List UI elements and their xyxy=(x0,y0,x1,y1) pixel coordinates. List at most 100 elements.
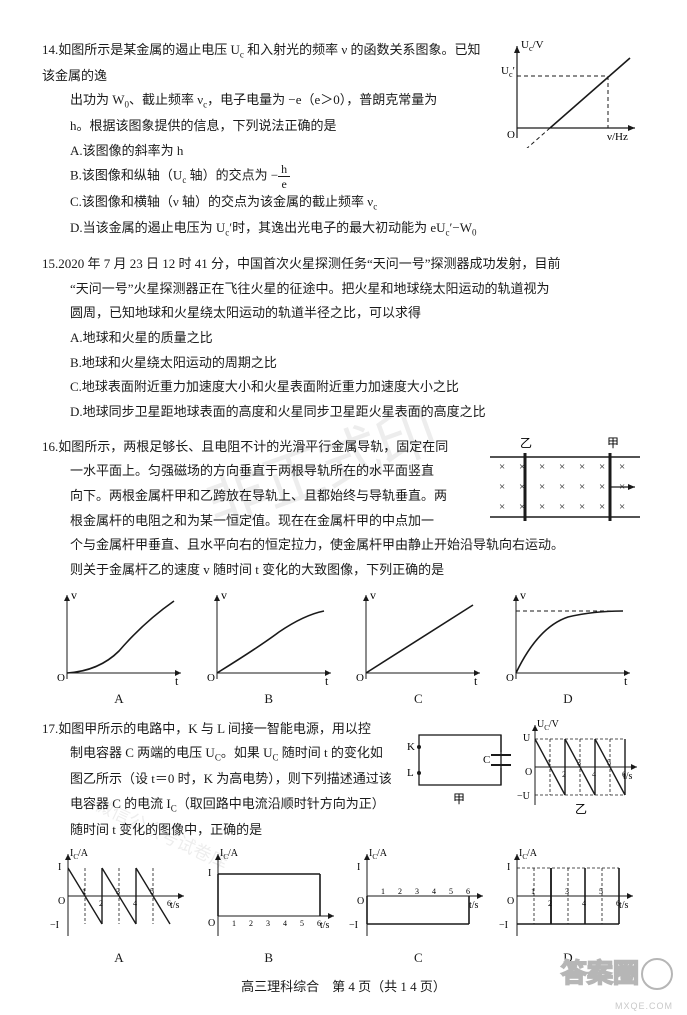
svg-text:t/s: t/s xyxy=(320,920,330,931)
svg-text:I: I xyxy=(208,868,211,879)
q16-chart-B: O v t B xyxy=(196,587,342,707)
svg-text:I: I xyxy=(58,862,61,873)
svg-text:IC/A: IC/A xyxy=(369,848,388,861)
q17-line5: 随时间 t 变化的图像中，正确的是 xyxy=(42,818,399,843)
svg-text:3: 3 xyxy=(116,887,120,896)
q14-line2: 出功为 W0、截止频率 νc，电子电量为 −e（e＞0），普朗克常量为 xyxy=(42,88,489,114)
svg-text:甲: 甲 xyxy=(453,792,465,806)
q17-line1: 17.如图甲所示的电路中，K 与 L 间接一智能电源，用以控 xyxy=(42,717,399,742)
svg-text:×: × xyxy=(539,501,545,513)
svg-text:×: × xyxy=(599,461,605,473)
svg-text:6: 6 xyxy=(317,919,321,928)
svg-text:O: O xyxy=(208,918,215,929)
svg-text:4: 4 xyxy=(582,899,586,908)
svg-text:6: 6 xyxy=(466,887,470,896)
q14-line1: 14.如图所示是某金属的遏止电压 Uc 和入射光的频率 ν 的函数关系图象。已知… xyxy=(42,38,489,88)
q14-chart: Uc′ Uc/V ν/Hz O xyxy=(495,38,645,153)
svg-text:×: × xyxy=(599,501,605,513)
q17-chart-D: IC/A I −I t/s O 123456 D xyxy=(495,846,641,966)
q14-line3: h。根据该图象提供的信息，下列说法正确的是 xyxy=(42,114,489,139)
q17-circuit: K L C 甲 xyxy=(405,717,515,817)
svg-text:t: t xyxy=(474,674,478,687)
q16-figure: 乙 甲 ××××××× ××××××× ××××××× xyxy=(485,435,645,532)
q16-line5: 个与金属杆甲垂直、且水平向右的恒定拉力，使金属杆甲由静止开始沿导轨向右运动。 xyxy=(42,533,645,558)
svg-text:1: 1 xyxy=(547,758,551,767)
q16-chart-D: O v t D xyxy=(495,587,641,707)
svg-text:O: O xyxy=(507,129,515,141)
q14-optC: C.该图像和横轴（ν 轴）的交点为该金属的截止频率 νc xyxy=(42,190,645,216)
q14-optD: D.当该金属的遏止电压为 Uc′时，其逸出光电子的最大初动能为 eUc′−W0 xyxy=(42,216,645,242)
svg-text:×: × xyxy=(539,461,545,473)
svg-text:IC/A: IC/A xyxy=(519,848,538,861)
q14-num: 14. xyxy=(42,42,58,57)
q15-line2: “天问一号”火星探测器正在飞往火星的征途中。把火星和地球绕太阳运动的轨道视为 xyxy=(42,277,645,302)
q14-optA: A.该图像的斜率为 h xyxy=(42,139,489,164)
svg-text:6: 6 xyxy=(616,899,620,908)
watermark-badge: 答案圈 xyxy=(559,954,679,1003)
svg-text:6: 6 xyxy=(167,899,171,908)
q15-optC: C.地球表面附近重力加速度大小和火星表面附近重力加速度大小之比 xyxy=(42,375,645,400)
svg-text:3: 3 xyxy=(415,887,419,896)
svg-text:K: K xyxy=(407,741,415,753)
svg-text:−I: −I xyxy=(50,920,59,931)
q16-line1: 16.如图所示，两根足够长、且电阻不计的光滑平行金属导轨，固定在同 xyxy=(42,435,479,460)
svg-text:U: U xyxy=(523,733,531,744)
q17-line2: 制电容器 C 两端的电压 UC。如果 UC 随时间 t 的变化如 xyxy=(42,741,399,767)
svg-text:×: × xyxy=(499,461,505,473)
svg-text:v: v xyxy=(221,588,227,602)
svg-text:t/s: t/s xyxy=(170,900,180,911)
svg-text:×: × xyxy=(579,461,585,473)
svg-text:O: O xyxy=(58,896,65,907)
svg-text:C: C xyxy=(483,754,490,766)
svg-text:×: × xyxy=(619,481,625,493)
svg-text:4: 4 xyxy=(432,887,436,896)
svg-text:5: 5 xyxy=(300,919,304,928)
svg-text:×: × xyxy=(519,501,525,513)
q15-line1: 15.2020 年 7 月 23 日 12 时 41 分，中国首次火星探测任务“… xyxy=(42,252,645,277)
svg-text:×: × xyxy=(619,461,625,473)
svg-text:t: t xyxy=(325,674,329,687)
svg-text:乙: 乙 xyxy=(575,802,587,816)
svg-text:UC/V: UC/V xyxy=(537,719,560,732)
svg-text:I: I xyxy=(507,862,510,873)
svg-text:t: t xyxy=(624,674,628,687)
svg-text:Uc/V: Uc/V xyxy=(521,39,544,53)
svg-text:−I: −I xyxy=(349,920,358,931)
page: 非正式印 微信公众号试卷库 14.如图所示是某金属的遏止电压 Uc 和入射光的频… xyxy=(0,0,687,1015)
svg-text:O: O xyxy=(506,672,514,684)
q16-charts: O v t A O v t B xyxy=(42,583,645,707)
page-footer: 高三理科综合 第 4 页（共 1 4 页） xyxy=(42,976,645,995)
svg-text:×: × xyxy=(579,481,585,493)
svg-text:1: 1 xyxy=(232,919,236,928)
q17-line3: 图乙所示（设 t＝0 时，K 为高电势），则下列描述通过该 xyxy=(42,767,399,792)
svg-text:v: v xyxy=(71,588,77,602)
svg-text:O: O xyxy=(57,672,65,684)
svg-text:2: 2 xyxy=(562,770,566,779)
svg-text:O: O xyxy=(507,896,514,907)
svg-text:1: 1 xyxy=(82,887,86,896)
svg-text:4: 4 xyxy=(592,770,596,779)
question-17: 17.如图甲所示的电路中，K 与 L 间接一智能电源，用以控 制电容器 C 两端… xyxy=(42,717,645,966)
svg-text:t: t xyxy=(175,674,179,687)
svg-text:O: O xyxy=(207,672,215,684)
svg-text:1: 1 xyxy=(381,887,385,896)
question-14: 14.如图所示是某金属的遏止电压 Uc 和入射光的频率 ν 的函数关系图象。已知… xyxy=(42,38,645,242)
svg-text:3: 3 xyxy=(577,758,581,767)
svg-text:5: 5 xyxy=(449,887,453,896)
q17-uc-chart: UC/V t/s O U −U 1 xyxy=(515,717,645,817)
svg-text:v: v xyxy=(370,588,376,602)
svg-text:O: O xyxy=(357,896,364,907)
svg-text:×: × xyxy=(619,501,625,513)
svg-text:L: L xyxy=(407,767,414,779)
svg-text:5: 5 xyxy=(599,887,603,896)
svg-text:ν/Hz: ν/Hz xyxy=(607,131,628,143)
svg-text:×: × xyxy=(559,461,565,473)
svg-text:6: 6 xyxy=(622,770,626,779)
q17-chart-C: IC/A I −I t/s O 123456 C xyxy=(345,846,491,966)
question-15: 15.2020 年 7 月 23 日 12 时 41 分，中国首次火星探测任务“… xyxy=(42,252,645,425)
svg-text:2: 2 xyxy=(99,899,103,908)
svg-text:t/s: t/s xyxy=(469,900,479,911)
svg-text:×: × xyxy=(539,481,545,493)
watermark-url: MXQE.COM xyxy=(615,1001,673,1011)
q16-chart-A: O v t A xyxy=(46,587,192,707)
